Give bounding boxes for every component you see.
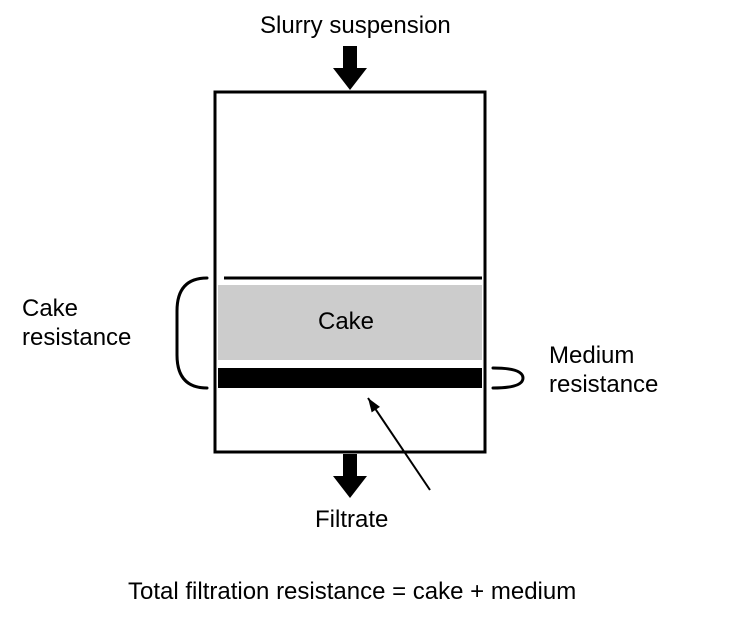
label-slurry-suspension: Slurry suspension	[260, 12, 451, 41]
label-filtrate: Filtrate	[315, 506, 388, 535]
label-cake-resistance-line2: resistance	[22, 324, 131, 351]
label-equation: Total filtration resistance = cake + med…	[128, 578, 576, 607]
label-medium-resistance-line2: resistance	[549, 371, 658, 398]
label-cake-resistance: Cake resistance	[22, 295, 131, 353]
label-medium-resistance: Medium resistance	[549, 342, 658, 400]
label-medium-resistance-line1: Medium	[549, 342, 634, 369]
label-cake-resistance-line1: Cake	[22, 295, 78, 322]
label-cake: Cake	[318, 308, 374, 337]
